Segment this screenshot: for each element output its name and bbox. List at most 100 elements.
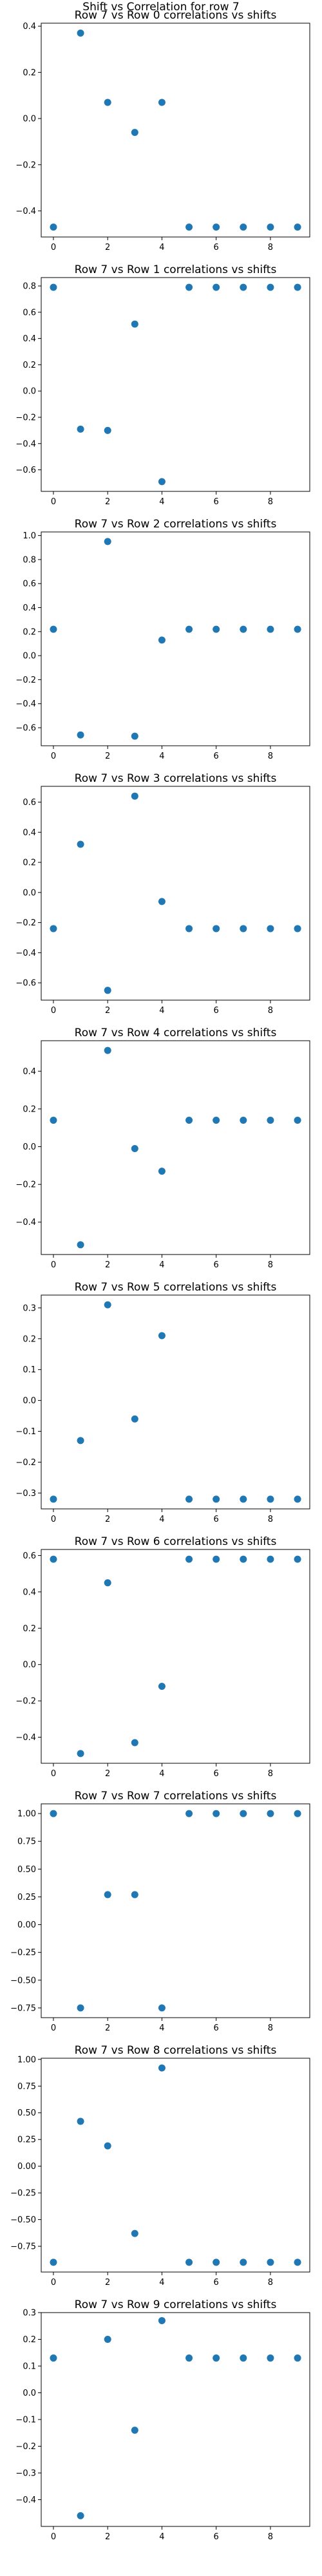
y-tick-label: 0.2 bbox=[23, 1104, 36, 1114]
data-point bbox=[77, 29, 84, 37]
y-tick-label: −0.4 bbox=[15, 949, 36, 958]
x-tick-label: 8 bbox=[268, 752, 273, 761]
y-tick-label: −0.2 bbox=[15, 918, 36, 928]
data-point bbox=[104, 2336, 111, 2343]
data-point bbox=[185, 1555, 193, 1563]
y-tick-label: −0.2 bbox=[15, 413, 36, 422]
x-tick-label: 8 bbox=[268, 243, 273, 252]
data-point bbox=[267, 2259, 274, 2266]
plot-frame bbox=[41, 1294, 310, 1510]
y-tick-label: 0.25 bbox=[17, 1893, 36, 1902]
data-point bbox=[267, 1495, 274, 1503]
x-tick-label: 6 bbox=[214, 2532, 219, 2542]
y-tick-label: −0.4 bbox=[15, 1218, 36, 1227]
y-tick-label: 0.0 bbox=[23, 115, 36, 124]
plot-frame bbox=[41, 531, 310, 746]
data-point bbox=[158, 2064, 166, 2072]
x-tick-label: 6 bbox=[214, 1769, 219, 1779]
y-tick-label: −0.3 bbox=[15, 2469, 36, 2479]
y-tick-label: −0.4 bbox=[15, 439, 36, 449]
y-tick-label: −0.50 bbox=[10, 2215, 36, 2225]
y-tick-label: 0.4 bbox=[23, 1587, 36, 1597]
x-tick-label: 8 bbox=[268, 1260, 273, 1270]
data-point bbox=[50, 2259, 57, 2266]
data-point bbox=[131, 1739, 138, 1747]
y-tick-label: −0.2 bbox=[15, 1697, 36, 1707]
data-point bbox=[77, 425, 84, 433]
y-tick-label: 1.00 bbox=[17, 1810, 36, 1819]
y-tick-label: −0.3 bbox=[15, 1489, 36, 1499]
x-tick-label: 6 bbox=[214, 752, 219, 761]
data-point bbox=[158, 478, 166, 486]
subplot-5: Row 7 vs Row 5 correlations vs shifts 0 2 4… bbox=[15, 1281, 310, 1524]
x-tick-label: 4 bbox=[159, 752, 164, 761]
y-tick-label: 0.0 bbox=[23, 1142, 36, 1152]
y-tick-label: 0.4 bbox=[23, 22, 36, 32]
y-tick-label: 0.2 bbox=[23, 1334, 36, 1344]
x-tick-label: 4 bbox=[159, 2532, 164, 2542]
subplot-0: Row 7 vs Row 0 correlations vs shifts 0 2 4… bbox=[15, 9, 310, 252]
x-tick-label: 8 bbox=[268, 497, 273, 507]
data-point bbox=[104, 1891, 111, 1899]
data-point bbox=[104, 1579, 111, 1587]
data-point bbox=[158, 898, 166, 905]
y-tick-label: −0.1 bbox=[15, 2416, 36, 2425]
y-tick-label: 0.6 bbox=[23, 1551, 36, 1561]
data-point bbox=[185, 1810, 193, 1817]
data-point bbox=[294, 1117, 301, 1124]
y-tick-label: 0.2 bbox=[23, 627, 36, 637]
y-tick-label: −0.2 bbox=[15, 676, 36, 685]
y-tick-label: −0.6 bbox=[15, 724, 36, 734]
x-tick-label: 6 bbox=[214, 1006, 219, 1016]
data-point bbox=[77, 2004, 84, 2012]
subplot-title: Row 7 vs Row 2 correlations vs shifts bbox=[75, 518, 277, 531]
y-tick-label: 0.75 bbox=[17, 2082, 36, 2092]
x-tick-label: 4 bbox=[159, 2023, 164, 2033]
data-point bbox=[50, 283, 57, 291]
data-point bbox=[240, 1117, 247, 1124]
data-point bbox=[213, 1117, 220, 1124]
x-tick-label: 6 bbox=[214, 1260, 219, 1270]
data-point bbox=[185, 1495, 193, 1503]
x-tick-label: 8 bbox=[268, 2532, 273, 2542]
subplot-title: Row 7 vs Row 9 correlations vs shifts bbox=[75, 2298, 277, 2311]
y-tick-label: −0.4 bbox=[15, 1733, 36, 1743]
data-point bbox=[77, 2117, 84, 2125]
x-tick-label: 8 bbox=[268, 1769, 273, 1779]
subplot-1: Row 7 vs Row 1 correlations vs shifts 0 2 4… bbox=[15, 263, 310, 507]
y-tick-label: 0.0 bbox=[23, 1396, 36, 1406]
data-point bbox=[158, 2316, 166, 2324]
x-tick-label: 6 bbox=[214, 243, 219, 252]
y-tick-label: 0.1 bbox=[23, 1365, 36, 1375]
y-tick-label: 0.6 bbox=[23, 580, 36, 589]
data-point bbox=[213, 283, 220, 291]
data-point bbox=[213, 223, 220, 231]
x-tick-label: 2 bbox=[105, 2532, 110, 2542]
x-tick-label: 2 bbox=[105, 1769, 110, 1779]
x-tick-label: 0 bbox=[51, 2023, 56, 2033]
data-point bbox=[104, 1046, 111, 1054]
data-point bbox=[131, 320, 138, 328]
y-tick-label: −0.25 bbox=[10, 2189, 36, 2199]
y-tick-label: 0.4 bbox=[23, 1067, 36, 1077]
data-point bbox=[185, 2259, 193, 2266]
y-tick-label: 0.0 bbox=[23, 387, 36, 397]
data-point bbox=[294, 223, 301, 231]
data-point bbox=[77, 731, 84, 739]
data-point bbox=[240, 1810, 247, 1817]
y-tick-label: 0.2 bbox=[23, 858, 36, 868]
y-tick-label: −0.2 bbox=[15, 1458, 36, 1468]
x-tick-label: 2 bbox=[105, 1260, 110, 1270]
x-tick-label: 2 bbox=[105, 1006, 110, 1016]
data-point bbox=[267, 1117, 274, 1124]
y-tick-label: −0.6 bbox=[15, 979, 36, 989]
data-point bbox=[50, 1555, 57, 1563]
subplot-2: Row 7 vs Row 2 correlations vs shifts 0 2 4… bbox=[15, 518, 310, 761]
data-point bbox=[50, 925, 57, 933]
data-point bbox=[50, 625, 57, 633]
data-point bbox=[294, 1555, 301, 1563]
x-tick-label: 0 bbox=[51, 1006, 56, 1016]
data-point bbox=[213, 1555, 220, 1563]
y-tick-label: 0.00 bbox=[17, 1920, 36, 1930]
